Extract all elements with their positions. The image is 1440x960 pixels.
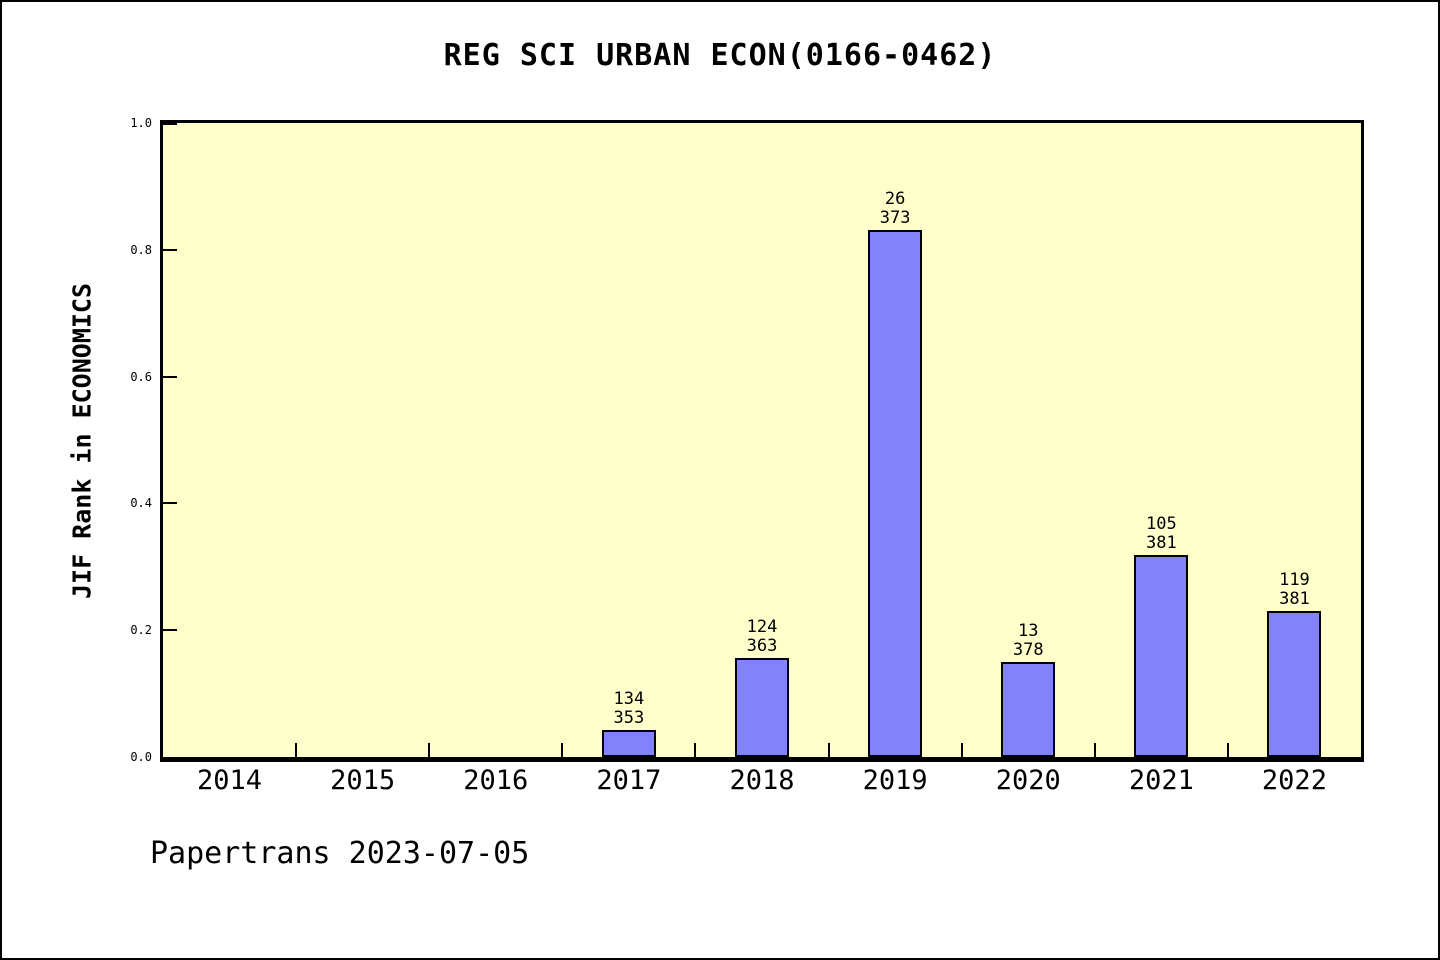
x-tick-label-2020: 2020 xyxy=(995,765,1061,796)
watermark-text: Papertrans 2023-07-05 xyxy=(150,836,530,871)
bar-label-total: 363 xyxy=(746,636,778,656)
bar-label-rank: 134 xyxy=(613,689,645,709)
bar-label-rank: 26 xyxy=(884,189,906,209)
y-tick-mark xyxy=(163,502,177,505)
y-tick-label: 0.6 xyxy=(130,369,152,384)
bar-label-total: 373 xyxy=(879,208,911,228)
y-tick-label: 0.2 xyxy=(130,623,152,638)
x-tick-mark xyxy=(827,743,830,757)
x-tick-mark xyxy=(960,743,963,757)
bar-label-2018: 124 363 xyxy=(692,618,832,656)
bar-label-rank: 124 xyxy=(746,617,778,637)
bar-label-total: 381 xyxy=(1279,589,1310,609)
x-tick-label-2017: 2017 xyxy=(596,765,662,796)
bar-2019 xyxy=(868,230,923,757)
x-tick-mark xyxy=(1093,743,1096,757)
bar-label-2019: 26 373 xyxy=(825,190,965,228)
x-tick-label-2016: 2016 xyxy=(463,765,529,796)
x-tick-mark xyxy=(1226,743,1229,757)
plot-area: 134 353 124 363 26 373 13 378 105 381 119 381 xyxy=(160,120,1364,762)
y-tick-label: 0.0 xyxy=(130,750,152,764)
bar-2022 xyxy=(1267,611,1322,757)
x-tick-label-2021: 2021 xyxy=(1128,765,1194,796)
y-axis-label: JIF Rank in ECONOMICS xyxy=(67,282,97,600)
bar-label-rank: 119 xyxy=(1279,570,1310,590)
y-tick-label: 1.0 xyxy=(130,116,152,130)
x-tick-label-2015: 2015 xyxy=(330,765,396,796)
bar-label-rank: 105 xyxy=(1145,514,1177,534)
y-tick-mark xyxy=(163,629,177,632)
x-tick-mark xyxy=(694,743,697,757)
x-tick-label-2014: 2014 xyxy=(197,765,263,796)
x-tick-mark xyxy=(428,743,431,757)
bar-2021 xyxy=(1134,555,1189,757)
bar-2018 xyxy=(735,658,789,757)
bar-2020 xyxy=(1001,662,1056,757)
bar-label-2020: 13 378 xyxy=(958,622,1098,660)
y-tick-label: 0.8 xyxy=(130,242,152,257)
bar-label-2021: 105 381 xyxy=(1091,515,1231,553)
x-tick-mark xyxy=(295,743,298,757)
bar-label-2017: 134 353 xyxy=(559,690,699,728)
y-tick-mark xyxy=(163,248,177,251)
bar-label-rank: 13 xyxy=(1017,621,1039,641)
bar-label-total: 381 xyxy=(1145,533,1177,553)
bar-label-total: 378 xyxy=(1012,640,1044,660)
bar-label-2022: 119 381 xyxy=(1224,571,1364,609)
x-tick-label-2019: 2019 xyxy=(862,765,928,796)
x-tick-mark xyxy=(561,743,564,757)
y-tick-mark xyxy=(163,375,177,378)
x-tick-label-2018: 2018 xyxy=(729,765,795,796)
bar-2017 xyxy=(601,730,656,757)
chart-title: REG SCI URBAN ECON(0166-0462) xyxy=(443,38,997,73)
y-tick-mark xyxy=(163,123,177,125)
bar-label-total: 353 xyxy=(613,708,645,728)
y-tick-label: 0.4 xyxy=(130,496,152,511)
x-tick-label-2022: 2022 xyxy=(1261,765,1327,796)
